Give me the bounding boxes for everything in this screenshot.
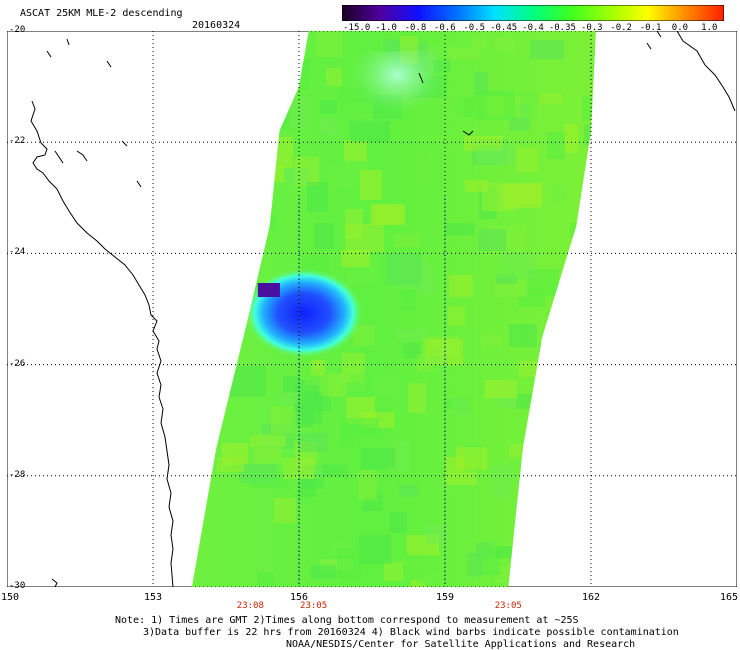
colorbar-tick-label: -0.45: [490, 23, 518, 33]
colorbar-tick-label: -0.2: [610, 23, 632, 33]
lat-label: -24: [9, 247, 26, 258]
colorbar-tick-label: 0.0: [671, 23, 689, 33]
time-label: 23:05: [300, 601, 328, 611]
map-plot: [7, 31, 737, 587]
colorbar-tick-label: -0.3: [580, 23, 603, 33]
lon-label: 165: [719, 592, 739, 603]
graticule-lon-overlay: [298, 197, 446, 587]
lat-label: -26: [9, 358, 26, 369]
time-label: 23:05: [494, 601, 522, 611]
colorbar-tick-label: -0.1: [639, 23, 662, 33]
lat-label: -28: [9, 469, 26, 480]
footnote-line-3: NOAA/NESDIS/Center for Satellite Applica…: [286, 639, 636, 650]
lat-label: -20: [9, 25, 26, 35]
time-label: 23:08: [236, 601, 264, 611]
anomaly-core: [257, 283, 280, 297]
lon-label: 156: [289, 592, 309, 603]
colorbar-tick-label: -0.6: [434, 23, 456, 33]
footnote-line-1: Note: 1) Times are GMT 2)Times along bot…: [115, 615, 579, 626]
footnote-line-2: 3)Data buffer is 22 hrs from 20160324 4)…: [143, 627, 679, 638]
graticule: [7, 31, 737, 587]
lat-label: -30: [9, 581, 26, 591]
colorbar-tick-label: -0.4: [522, 23, 544, 33]
colorbar-tick-label: 1.0: [701, 23, 718, 33]
lon-label: 153: [143, 592, 163, 603]
lon-label: 162: [581, 592, 601, 603]
anomaly-blob: [245, 269, 362, 357]
lon-label: 159: [435, 592, 455, 603]
lat-label: -22: [9, 136, 26, 147]
colorbar-gradient: [341, 4, 725, 22]
map-date: 20160324: [192, 20, 241, 31]
colorbar: [341, 4, 725, 22]
colorbar-tick-label: -0.5: [463, 23, 486, 33]
colorbar-tick-label: -15.0: [343, 23, 371, 33]
colorbar-tick-label: -1.0: [375, 23, 397, 33]
lon-label: 150: [0, 592, 20, 603]
colorbar-tick-label: -0.35: [548, 23, 576, 33]
map-title: ASCAT 25KM MLE-2 descending: [20, 8, 183, 19]
coastline: [30, 31, 736, 587]
colorbar-tick-label: -0.8: [404, 23, 427, 33]
